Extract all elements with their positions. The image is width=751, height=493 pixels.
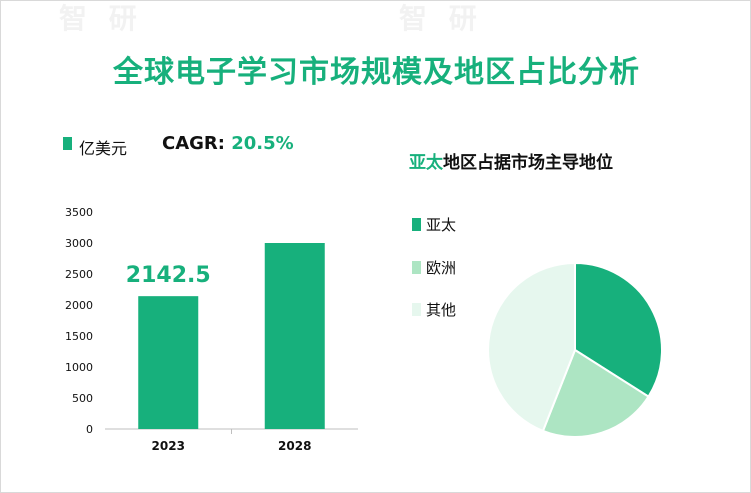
bar-chart: 0 500 1000 1500 2000 2500 3000 3500 2023 2142.5 20…: [65, 206, 358, 453]
watermark-top-left: 智 研: [59, 2, 143, 35]
cagr-label: CAGR:: [162, 133, 232, 154]
bar-value-label-2023: 2142.5: [126, 263, 211, 288]
cagr-value: 20.5%: [231, 133, 294, 154]
pie-legend-swatch-1: [412, 261, 421, 274]
pie-legend-label-2: 其他: [426, 301, 457, 319]
y-tick-label-5: 2500: [65, 268, 93, 281]
x-tick-label-2023: 2023: [152, 439, 185, 453]
cagr-text: CAGR: 20.5%: [162, 133, 294, 154]
pie-title-rest: 地区占据市场主导地位: [443, 153, 613, 173]
pie-slice-1: [541, 348, 650, 438]
y-tick-label-2: 1000: [65, 361, 93, 374]
pie-title-highlight: 亚太: [409, 153, 443, 173]
pie-slice-2: [487, 261, 576, 433]
y-tick-label-3: 1500: [65, 330, 93, 343]
watermark-top-right: 智 研: [399, 2, 483, 35]
pie-title: 亚太地区占据市场主导地位: [409, 148, 613, 173]
y-tick-label-4: 2000: [65, 299, 93, 312]
y-tick-label-0: 0: [86, 423, 93, 436]
bar-2023: [138, 296, 199, 429]
x-tick-label-2028: 2028: [278, 439, 311, 453]
pie-legend-label-0: 亚太: [426, 216, 457, 234]
page-title: 全球电子学习市场规模及地区占比分析: [113, 55, 640, 90]
bar-2028: [264, 243, 325, 429]
y-tick-label-6: 3000: [65, 237, 93, 250]
y-tick-label-1: 500: [72, 392, 93, 405]
pie-legend-swatch-0: [412, 218, 421, 231]
unit-label: 亿美元: [79, 139, 128, 158]
bar-legend-square: [63, 137, 72, 150]
pie-legend-label-1: 欧洲: [426, 259, 457, 277]
pie-legend-swatch-2: [412, 303, 421, 316]
y-tick-label-7: 3500: [65, 206, 93, 219]
